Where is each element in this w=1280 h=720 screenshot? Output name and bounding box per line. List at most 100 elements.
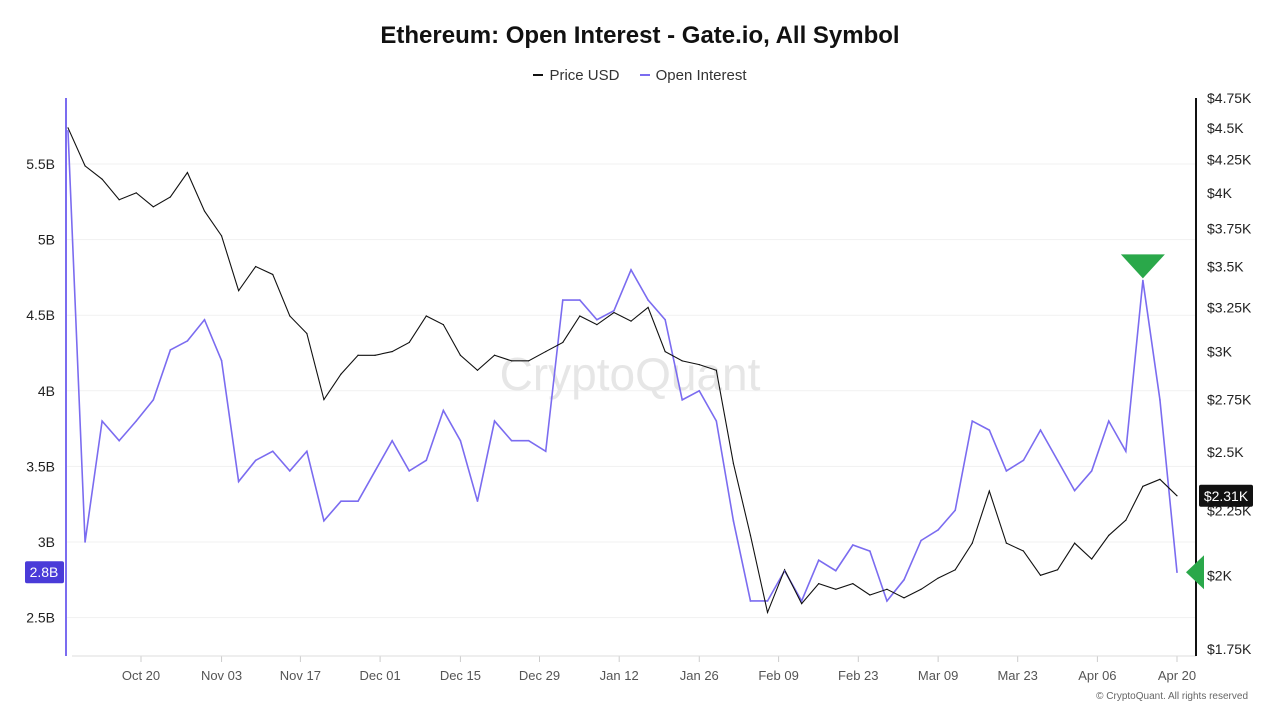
data-point-open-interest [937,529,939,531]
data-point-open-interest [596,318,598,321]
legend: Price USD Open Interest [0,63,1280,84]
data-point-price [647,306,649,309]
left-axis-tick-label: 3.5B [26,458,55,474]
data-point-open-interest [203,318,206,321]
data-point-open-interest [237,480,240,483]
data-point-price [766,611,769,614]
data-point-open-interest [834,569,837,572]
data-point-price [971,542,973,544]
data-point-open-interest [800,600,803,602]
data-point-price [1108,534,1110,537]
data-point-open-interest [118,439,120,442]
data-point-open-interest [340,500,342,502]
data-point-open-interest [459,439,462,442]
data-point-price [203,210,206,212]
right-axis-tick-label: $3K [1207,344,1233,360]
data-point-open-interest [186,340,189,342]
data-point-price [1022,550,1025,552]
data-point-price [408,341,410,344]
data-point-price [886,588,888,590]
data-point-open-interest [647,299,649,301]
data-point-price [84,165,86,167]
data-point-open-interest [135,420,138,422]
data-point-price [220,235,223,237]
data-point-price [272,273,274,276]
copyright-footer: © CryptoQuant. All rights reserved [1096,691,1248,702]
data-point-open-interest [152,399,155,401]
right-axis-tick-label: $4.75K [1207,90,1252,106]
data-point-open-interest [1159,399,1161,401]
right-axis-tick-label: $2.5K [1207,444,1244,460]
data-point-price [818,583,820,585]
data-point-open-interest [1125,450,1127,453]
data-point-price [511,360,513,362]
data-point-open-interest [67,129,69,132]
data-point-open-interest [527,439,530,442]
data-point-open-interest [1176,571,1178,574]
legend-swatch-price [533,74,544,76]
data-point-open-interest [254,459,257,462]
data-point-open-interest [1056,459,1059,462]
data-point-open-interest [732,520,735,522]
x-axis-tick-label: Apr 20 [1158,668,1196,683]
data-point-price [340,373,342,375]
data-point-open-interest [1022,459,1025,462]
data-point-price [101,178,103,180]
data-point-open-interest [408,470,411,472]
triangle-left-marker-icon [1186,555,1204,590]
legend-item-price[interactable]: Price USD [533,67,619,84]
data-point-price [869,594,871,596]
data-point-open-interest [954,509,956,512]
data-point-open-interest [425,459,428,462]
data-point-price [954,569,956,571]
data-point-price [118,199,120,201]
data-point-price [476,369,479,371]
x-axis-tick-label: Nov 17 [280,668,321,683]
data-point-open-interest [664,318,666,321]
data-point-price [425,315,427,317]
series-line-open-interest [67,130,1178,603]
data-point-price [391,350,393,353]
data-point-price [67,127,69,129]
data-point-open-interest [323,520,325,522]
x-axis-tick-label: Jan 12 [600,668,639,683]
data-point-open-interest [442,409,445,412]
data-point-open-interest [1107,420,1110,422]
x-axis-tick-label: Feb 23 [838,668,878,683]
oi-last-value-badge [25,561,64,584]
data-point-open-interest [510,439,513,442]
data-point-price [562,341,564,344]
data-point-price [289,315,291,317]
data-point-open-interest [476,500,479,502]
left-axis-tick-label: 2.5B [26,610,55,626]
data-point-price [374,354,376,356]
right-axis-tick-label: $1.75K [1207,641,1252,657]
data-point-price [169,196,171,198]
data-point-open-interest [169,349,172,351]
left-axis-tick-label: 4.5B [26,307,55,323]
data-point-price [323,398,325,401]
right-axis-tick-label: $4K [1207,185,1233,201]
legend-item-open-interest[interactable]: Open Interest [639,67,747,84]
data-point-open-interest [698,390,701,392]
data-point-open-interest [852,544,854,546]
x-axis-tick-label: Dec 29 [519,668,560,683]
x-axis-tick-label: Dec 01 [359,668,400,683]
data-point-price [1176,495,1178,497]
data-point-open-interest [869,550,871,552]
data-point-price [1091,558,1093,560]
data-point-price [459,354,462,356]
data-point-open-interest [1005,470,1008,472]
data-point-price [1125,519,1127,521]
data-point-price [1039,574,1042,576]
right-axis-tick-label: $2K [1207,567,1233,583]
data-point-open-interest [1090,470,1093,472]
data-point-open-interest [271,450,274,453]
data-point-open-interest [493,420,496,422]
data-point-price [1159,478,1161,480]
legend-label-price: Price USD [549,66,620,84]
data-point-price [630,320,632,322]
left-axis-tick-label: 5.5B [26,156,55,172]
data-point-open-interest [289,470,291,472]
